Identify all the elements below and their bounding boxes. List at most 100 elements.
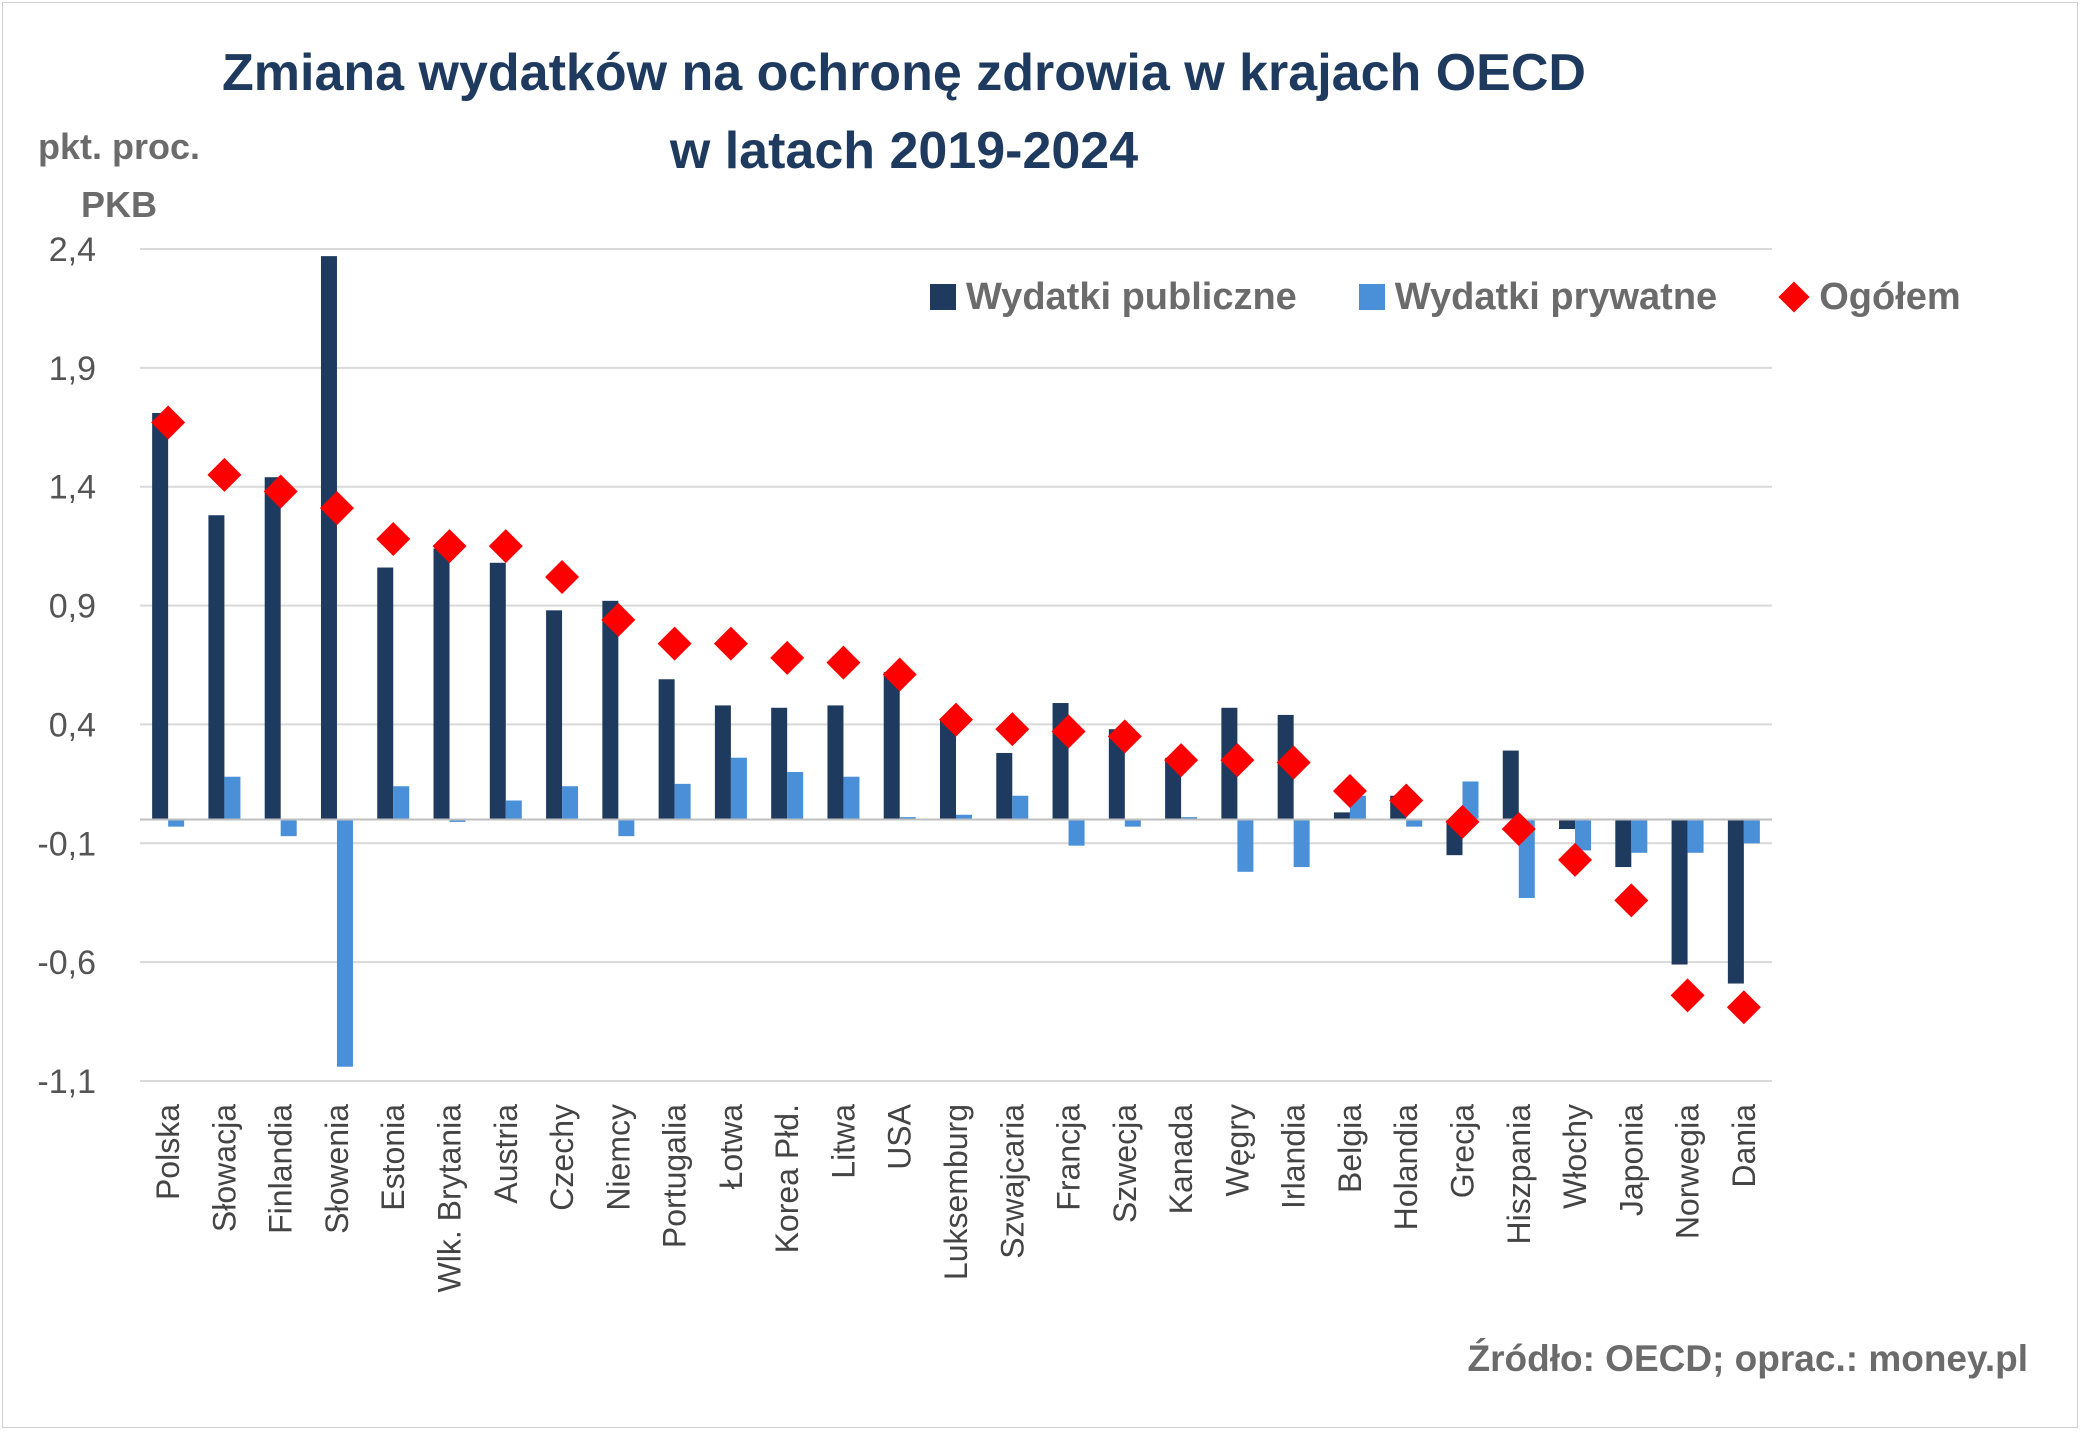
marker-total (1220, 743, 1255, 778)
series-public-bars (152, 256, 1744, 984)
x-category-label: Niemcy (600, 1104, 636, 1211)
marker-total (713, 626, 748, 661)
x-category-label: Polska (150, 1104, 186, 1200)
marker-total (995, 712, 1030, 747)
x-category-label: Norwegia (1670, 1104, 1706, 1239)
bar-private (1237, 819, 1254, 872)
bar-public (1559, 819, 1576, 830)
bar-private (393, 786, 410, 820)
bar-public (940, 719, 956, 820)
bar-public (489, 562, 506, 820)
marker-total (1445, 804, 1480, 839)
bar-public (433, 548, 450, 820)
bar-public (883, 672, 900, 820)
bar-public (658, 679, 675, 820)
bar-private (1012, 795, 1029, 820)
bar-private (1293, 819, 1310, 868)
gridlines (140, 248, 1772, 1082)
bar-public (1165, 757, 1182, 820)
bar-private (505, 800, 522, 820)
bar-private (1068, 819, 1085, 846)
bar-public (1502, 750, 1519, 820)
bar-private (562, 786, 579, 820)
bar-private (843, 776, 860, 820)
bar-private (1687, 819, 1704, 853)
x-category-label: Irlandia (1276, 1104, 1312, 1209)
x-category-label: Wlk. Brytania (432, 1104, 468, 1293)
y-tick-label: 0,4 (49, 706, 96, 744)
y-axis-unit-line-1: pkt. proc. (37, 126, 201, 167)
marker-total (1164, 743, 1199, 778)
marker-total (770, 640, 805, 675)
marker-total (376, 522, 411, 557)
bar-public (152, 413, 169, 820)
y-tick-label: 1,9 (49, 350, 96, 388)
bar-public (714, 705, 731, 820)
bar-public (1108, 729, 1125, 820)
x-category-label: Francja (1051, 1104, 1087, 1211)
x-category-label: Słowenia (319, 1104, 355, 1234)
x-category-label: Słowacja (206, 1104, 242, 1232)
x-category-label: Kanada (1163, 1104, 1199, 1215)
x-category-label: Estonia (375, 1104, 411, 1211)
bar-private (1406, 819, 1423, 827)
marker-total (1501, 812, 1536, 847)
marker-total (1389, 783, 1424, 818)
x-category-label: Czechy (544, 1104, 580, 1211)
y-axis-unit-label: pkt. proc. PKB (24, 118, 214, 234)
y-axis-ticks: 2,4 1,9 1,4 0,9 0,4 -0,1 -0,6 -1,1 (37, 231, 96, 1101)
y-tick-label: -0,1 (37, 825, 96, 863)
y-axis-unit-line-2: PKB (80, 184, 157, 225)
bar-private (1575, 819, 1592, 851)
legend-swatch-private (1358, 284, 1385, 310)
bar-private (168, 819, 185, 827)
y-tick-label: 1,4 (49, 469, 96, 507)
y-tick-label: 0,9 (49, 588, 96, 626)
legend-item-private: Wydatki prywatne (1358, 276, 1717, 319)
legend-label-public: Wydatki publiczne (966, 275, 1297, 318)
bar-public (1333, 812, 1350, 820)
x-category-label: Luksemburg (938, 1104, 974, 1280)
legend: Wydatki publiczne Wydatki prywatne Ogółe… (930, 272, 1961, 322)
bar-public (208, 515, 225, 820)
marker-total (1726, 990, 1761, 1025)
bar-public (1615, 819, 1632, 868)
marker-total (545, 560, 580, 595)
bar-public (771, 707, 788, 820)
marker-total (263, 474, 298, 509)
bar-private (1124, 819, 1141, 827)
marker-total (1107, 719, 1142, 754)
x-category-label: Portugalia (657, 1104, 693, 1248)
x-category-label: Belgia (1332, 1104, 1368, 1193)
x-category-label: Litwa (825, 1104, 861, 1179)
marker-total (1614, 883, 1649, 918)
bar-private (1743, 819, 1760, 844)
bar-public (827, 705, 844, 820)
legend-item-public: Wydatki publiczne (930, 276, 1297, 319)
marker-total (939, 702, 973, 737)
bar-public (1671, 819, 1688, 965)
bar-private (449, 819, 466, 822)
bar-public (264, 477, 281, 820)
marker-total (826, 645, 861, 680)
y-tick-label: 2,4 (49, 231, 96, 269)
marker-total (319, 491, 354, 526)
bar-private (280, 819, 297, 837)
x-category-label: Grecja (1444, 1104, 1480, 1198)
series-total-markers (151, 405, 1761, 1025)
marker-total (1332, 773, 1367, 808)
x-category-label: Włochy (1557, 1104, 1593, 1209)
y-tick-label: -0,6 (37, 944, 96, 982)
marker-total (488, 529, 523, 564)
chart-title-line-1: Zmiana wydatków na ochronę zdrowia w kra… (222, 44, 1586, 102)
bar-private (956, 814, 972, 820)
legend-swatch-total (1778, 281, 1810, 313)
marker-total (601, 602, 636, 637)
chart-title-line-2: w latach 2019-2024 (669, 122, 1139, 180)
bar-public (1727, 819, 1744, 984)
bar-public (602, 600, 619, 820)
marker-total (1051, 714, 1086, 749)
bar-public (546, 610, 563, 820)
marker-total (1670, 978, 1705, 1013)
